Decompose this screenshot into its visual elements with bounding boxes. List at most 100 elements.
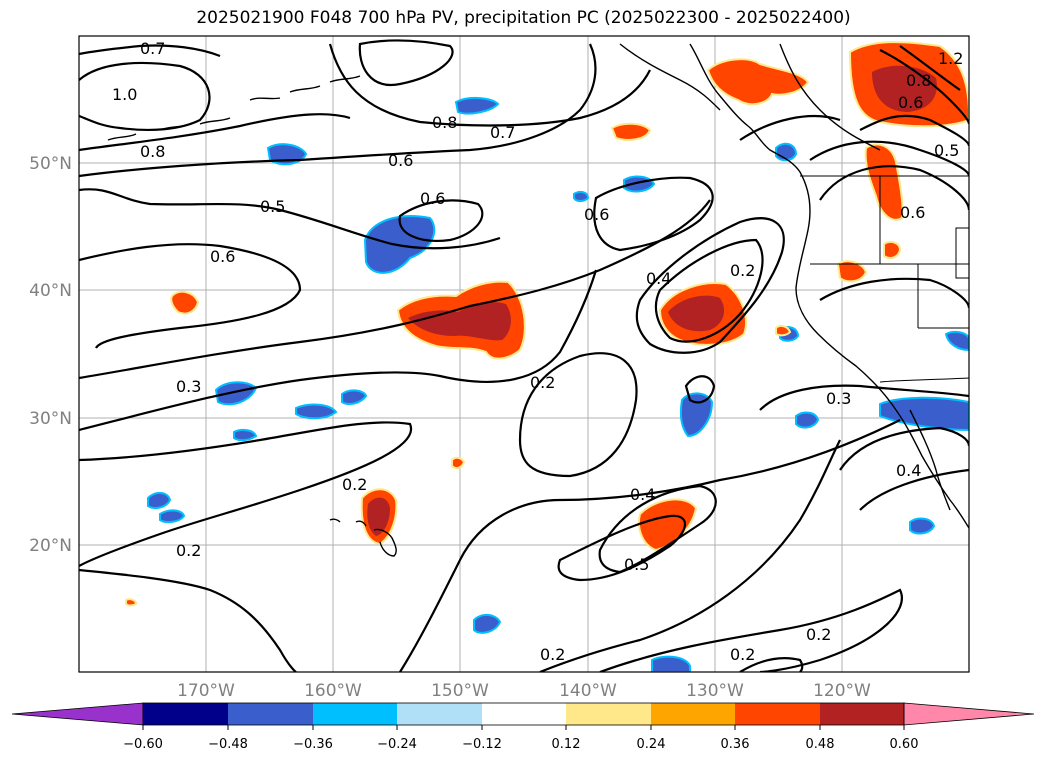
pos-blob	[125, 598, 138, 607]
contour-line	[599, 588, 903, 672]
contour-label: 0.6	[898, 93, 923, 112]
pos-blob	[872, 65, 937, 112]
neg-blob	[879, 396, 969, 432]
contour-line	[739, 657, 804, 672]
colorbar-tick-label: 0.48	[806, 737, 835, 752]
contour-label: 0.2	[730, 261, 755, 280]
neg-blob	[909, 517, 936, 535]
colorbar-segment	[313, 703, 397, 725]
contour-label: 0.4	[630, 485, 655, 504]
coastline-baja	[909, 409, 951, 511]
coastline-canada	[779, 43, 881, 151]
colorbar-tick-label: −0.36	[293, 737, 333, 752]
contour-label: 0.6	[900, 203, 925, 222]
contour-label: 0.7	[490, 123, 515, 142]
lat-label: 40°N	[29, 281, 72, 301]
contour-line	[79, 61, 211, 132]
latitude-labels: 50°N 40°N 30°N 20°N	[29, 154, 72, 556]
lat-label: 20°N	[29, 536, 72, 556]
contour-line	[759, 384, 969, 411]
contour-line	[518, 352, 638, 478]
neg-blob	[214, 381, 258, 406]
neg-blob	[341, 389, 368, 405]
colorbar-segment	[482, 703, 566, 725]
lat-label: 30°N	[29, 409, 72, 429]
contour-label: 1.2	[938, 49, 963, 68]
neg-blob	[775, 142, 798, 162]
contour-line	[879, 49, 969, 125]
pos-blob	[775, 324, 792, 337]
contour-labels: 0.7 1.0 0.8 0.8 0.7 0.6 0.5 0.6 0.6 0.6 …	[112, 39, 963, 664]
map-frame	[78, 35, 970, 673]
contour-line	[79, 269, 598, 432]
neg-blob	[295, 403, 338, 420]
contour-label: 1.0	[112, 85, 137, 104]
contour-line	[398, 199, 484, 242]
lon-label: 140°W	[559, 681, 617, 701]
contour-line	[839, 426, 969, 471]
colorbar-segment	[143, 703, 228, 725]
neg-blob	[233, 428, 258, 442]
political-borders	[800, 175, 969, 383]
colorbar-extend-low	[11, 702, 144, 726]
contour-label: 0.2	[806, 625, 831, 644]
colorbar: −0.60 −0.48 −0.36 −0.24 −0.12 0.12 0.24 …	[11, 702, 1035, 752]
contour-label: 0.8	[906, 71, 931, 90]
colorbar-ticks	[142, 725, 905, 730]
neg-blob	[573, 190, 590, 202]
contour-line	[819, 277, 969, 309]
contour-label: 0.8	[140, 142, 165, 161]
contour-label: 0.2	[540, 645, 565, 664]
colorbar-segment	[566, 703, 651, 725]
pos-blob	[170, 290, 200, 315]
colorbar-tick-labels: −0.60 −0.48 −0.36 −0.24 −0.12 0.12 0.24 …	[123, 737, 918, 752]
graticule	[79, 36, 969, 672]
pos-blob	[864, 143, 904, 221]
colorbar-tick-label: 0.24	[637, 737, 666, 752]
contour-line	[79, 199, 711, 380]
contour-label: 0.2	[730, 645, 755, 664]
contour-line	[593, 176, 714, 252]
positive-precip-regions	[125, 41, 969, 607]
map-content: 0.7 1.0 0.8 0.8 0.7 0.6 0.5 0.6 0.6 0.6 …	[79, 36, 969, 672]
contour-line	[79, 43, 597, 178]
colorbar-segments	[11, 702, 1035, 726]
colorbar-tick-label: −0.60	[123, 737, 163, 752]
contour-line	[739, 114, 841, 141]
contour-line	[79, 188, 501, 250]
contour-label: 0.3	[176, 377, 201, 396]
contour-line	[899, 45, 961, 91]
contour-label: 0.5	[624, 555, 649, 574]
coastlines	[107, 43, 969, 557]
colorbar-segment	[735, 703, 820, 725]
contour-line	[654, 238, 764, 343]
longitude-labels: 170°W 160°W 150°W 140°W 130°W 120°W	[177, 681, 871, 701]
contour-label: 0.4	[646, 269, 671, 288]
contour-label: 0.5	[260, 197, 285, 216]
contour-label: 0.4	[896, 461, 921, 480]
lon-label: 150°W	[431, 681, 489, 701]
contour-label: 0.3	[826, 389, 851, 408]
neg-blob	[679, 392, 714, 438]
coastline-alaska	[689, 43, 969, 529]
pv-contours	[79, 39, 969, 672]
lon-label: 120°W	[813, 681, 871, 701]
contour-line	[399, 419, 901, 672]
colorbar-segment	[397, 703, 482, 725]
contour-label: 0.5	[934, 141, 959, 160]
colorbar-tick-label: 0.12	[552, 737, 581, 752]
contour-line	[79, 44, 221, 58]
contour-line	[358, 39, 454, 87]
pos-blob	[836, 260, 868, 283]
contour-label: 0.7	[140, 39, 165, 58]
contour-label: 0.2	[176, 541, 201, 560]
neg-blob	[147, 492, 172, 509]
colorbar-segment	[820, 703, 904, 725]
colorbar-segment	[228, 703, 313, 725]
colorbar-segment	[651, 703, 735, 725]
neg-blob	[944, 330, 969, 352]
colorbar-tick-label: −0.48	[208, 737, 248, 752]
contour-line	[809, 140, 969, 177]
pos-blob	[451, 456, 466, 470]
